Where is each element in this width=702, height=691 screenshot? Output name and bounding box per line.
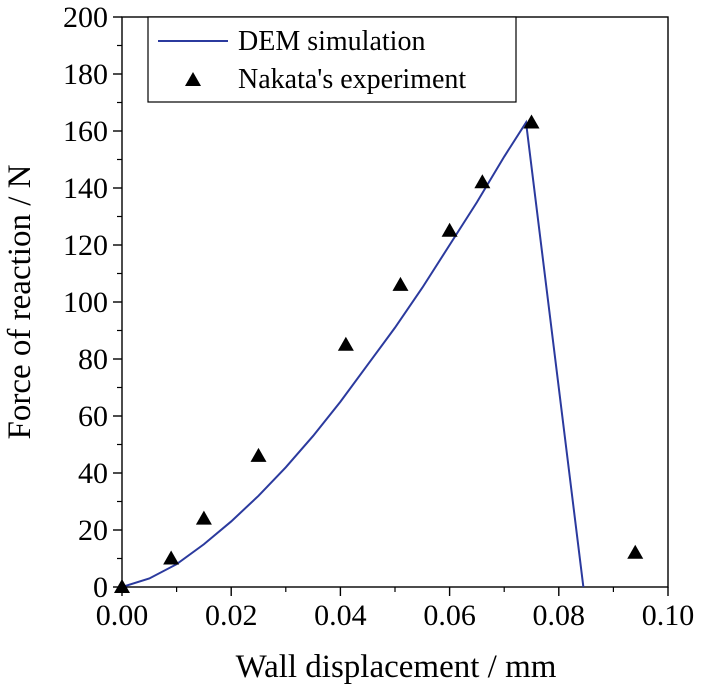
y-tick-label: 100	[63, 286, 108, 319]
experiment-point	[392, 276, 409, 291]
experiment-point	[195, 510, 212, 525]
y-tick-label: 140	[63, 172, 108, 205]
chart-marks	[114, 114, 644, 593]
legend-label-experiment: Nakata's experiment	[238, 64, 466, 95]
y-tick-label: 180	[63, 58, 108, 91]
experiment-point	[163, 550, 180, 565]
y-tick-label: 200	[63, 1, 108, 34]
x-tick-label: 0.08	[533, 599, 586, 632]
legend-label-dem: DEM simulation	[238, 26, 425, 57]
experiment-point	[337, 336, 354, 351]
x-tick-label: 0.00	[96, 599, 149, 632]
y-tick-label: 80	[78, 343, 108, 376]
x-tick-label: 0.04	[314, 599, 367, 632]
legend-box	[147, 16, 517, 103]
x-tick-label: 0.10	[642, 599, 695, 632]
y-tick-label: 20	[78, 514, 108, 547]
dem-simulation-line	[121, 119, 585, 588]
x-tick-label: 0.06	[423, 599, 476, 632]
y-tick-label: 160	[63, 115, 108, 148]
experiment-point	[250, 447, 267, 462]
experiment-point	[441, 222, 458, 237]
y-tick-label: 60	[78, 400, 108, 433]
legend: DEM simulation Nakata's experiment	[147, 16, 517, 103]
x-axis-title: Wall displacement / mm	[236, 649, 557, 685]
y-tick-label: 0	[93, 571, 108, 604]
x-tick-label: 0.02	[205, 599, 258, 632]
experiment-point	[523, 114, 540, 129]
y-axis-title: Force of reaction / N	[2, 164, 38, 439]
experiment-point	[474, 174, 491, 189]
y-tick-label: 40	[78, 457, 108, 490]
experiment-point	[627, 544, 644, 559]
plot-area: 0.00 0.02 0.04 0.06 0.08 0.10 0 20 40 60 80 100 120 1…	[63, 1, 694, 632]
experiment-point	[114, 579, 130, 593]
legend-marker-experiment	[185, 72, 201, 86]
y-tick-label: 120	[63, 229, 108, 262]
